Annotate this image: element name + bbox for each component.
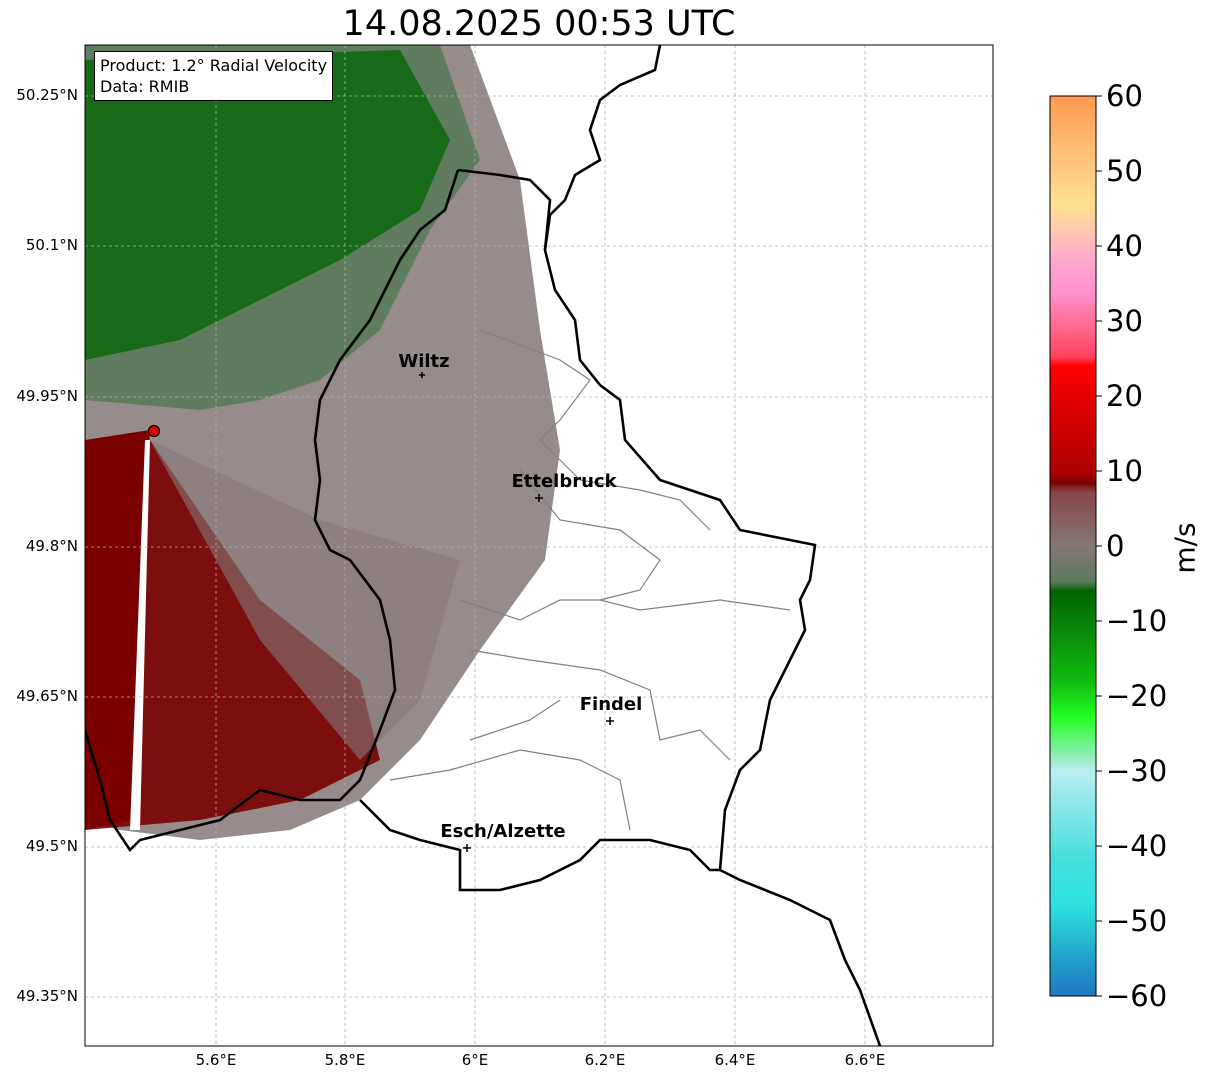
lat-tick: 49.95°N	[16, 387, 78, 405]
colorbar-tick: −40	[1106, 829, 1168, 863]
national-borders	[85, 45, 882, 1046]
colorbar-tick: −30	[1106, 754, 1168, 788]
product-info-box: Product: 1.2° Radial Velocity Data: RMIB	[94, 51, 334, 101]
lat-tick: 50.25°N	[16, 86, 78, 104]
lat-tick: 49.8°N	[25, 537, 78, 555]
lon-tick: 5.6°E	[195, 1051, 237, 1069]
lon-tick: 6.6°E	[844, 1051, 886, 1069]
product-label: Product: 1.2° Radial Velocity	[100, 56, 328, 75]
map-title: 14.08.2025 00:53 UTC	[342, 4, 736, 44]
lon-tick: 6.2°E	[584, 1051, 626, 1069]
city-markers	[419, 372, 614, 852]
colorbar-tick: −10	[1106, 604, 1168, 638]
grid-lines	[85, 45, 993, 1046]
radar-site-marker	[147, 424, 161, 438]
city-label-wiltz: Wiltz	[398, 351, 450, 372]
city-label-esch: Esch/Alzette	[440, 821, 566, 842]
lon-tick: 6.4°E	[714, 1051, 756, 1069]
lon-tick: 6°E	[461, 1051, 489, 1069]
colorbar-unit-label: m/s	[1168, 522, 1202, 574]
colorbar-tick: 40	[1106, 229, 1143, 263]
colorbar-tick: −20	[1106, 679, 1168, 713]
colorbar-tick: 50	[1106, 154, 1143, 188]
canton-boundaries	[389, 329, 791, 831]
lon-tick: 5.8°E	[324, 1051, 366, 1069]
colorbar-tick: 30	[1106, 304, 1143, 338]
plot-area	[85, 45, 993, 1046]
colorbar-tick: 10	[1106, 454, 1143, 488]
lat-tick: 49.35°N	[16, 987, 78, 1005]
colorbar-tick: 0	[1106, 529, 1125, 563]
colorbar-tick: −60	[1106, 979, 1168, 1013]
colorbar-tick: 60	[1106, 79, 1143, 113]
city-label-findel: Findel	[579, 694, 643, 715]
colorbar-tick: −50	[1106, 904, 1168, 938]
lat-tick: 49.5°N	[25, 837, 78, 855]
colorbar-tick: 20	[1106, 379, 1143, 413]
lat-tick: 50.1°N	[25, 236, 78, 254]
data-source-label: Data: RMIB	[100, 77, 190, 96]
lat-tick: 49.65°N	[16, 687, 78, 705]
velocity-field	[85, 45, 560, 840]
colorbar	[1049, 95, 1097, 997]
city-label-ettelbruck: Ettelbruck	[511, 471, 617, 492]
